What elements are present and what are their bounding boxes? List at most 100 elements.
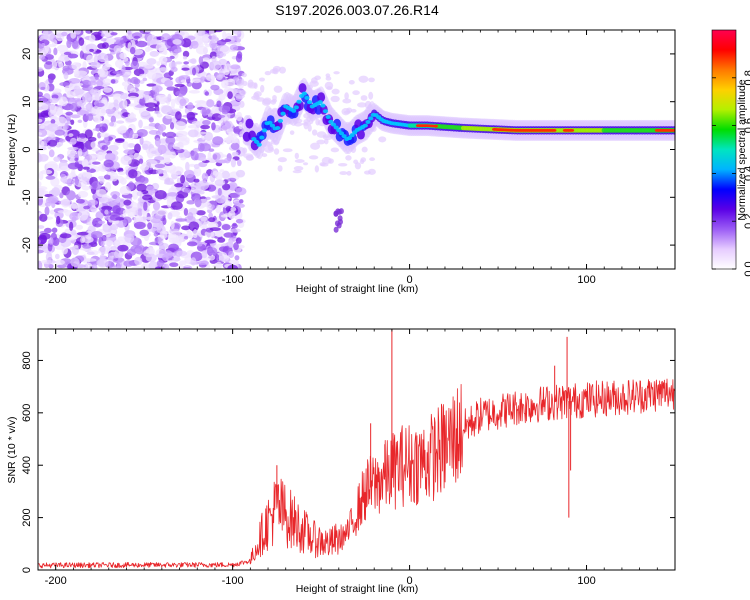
- noise-blob: [91, 161, 101, 165]
- transition-blob: [258, 77, 265, 82]
- noise-blob: [204, 230, 215, 238]
- noise-blob: [103, 159, 114, 168]
- noise-blob: [211, 122, 216, 131]
- noise-blob: [88, 80, 97, 86]
- noise-blob: [181, 225, 191, 231]
- noise-blob: [230, 158, 237, 168]
- noise-blob: [169, 262, 179, 268]
- noise-blob: [113, 45, 122, 54]
- noise-blob: [57, 264, 67, 269]
- noise-blob: [128, 103, 137, 107]
- transition-blob: [239, 89, 247, 96]
- noise-blob: [164, 157, 171, 164]
- noise-blob: [203, 37, 210, 42]
- noise-blob: [182, 56, 188, 60]
- noise-blob: [211, 34, 218, 44]
- noise-blob: [130, 60, 140, 70]
- noise-blob: [238, 84, 244, 89]
- colorbar-tick-label: 0.0: [743, 261, 750, 276]
- noise-blob: [123, 73, 129, 82]
- noise-blob: [64, 122, 69, 130]
- noise-blob: [195, 45, 208, 55]
- noise-blob: [174, 121, 187, 131]
- noise-blob: [193, 163, 200, 170]
- noise-blob: [205, 74, 216, 82]
- noise-blob: [51, 187, 61, 197]
- noise-blob: [144, 93, 150, 102]
- noise-blob: [75, 264, 86, 269]
- noise-blob: [119, 185, 131, 196]
- transition-blob: [316, 139, 326, 145]
- colorbar-tick-label: 0.6: [743, 118, 750, 133]
- noise-blob: [179, 98, 187, 106]
- band-core: [253, 139, 260, 144]
- noise-blob: [71, 39, 79, 49]
- noise-blob: [75, 224, 84, 230]
- noise-blob: [176, 130, 188, 137]
- noise-blob: [232, 30, 242, 35]
- band-core: [280, 111, 286, 116]
- noise-blob: [130, 245, 143, 253]
- noise-blob: [162, 217, 167, 226]
- transition-blob: [360, 95, 368, 101]
- noise-blob: [94, 86, 105, 90]
- noise-blob: [123, 149, 135, 155]
- spectrogram-xtick-label: -200: [45, 274, 67, 286]
- noise-blob: [117, 171, 126, 176]
- noise-blob: [138, 95, 144, 100]
- noise-blob: [66, 190, 76, 201]
- noise-blob: [131, 189, 139, 200]
- noise-blob: [120, 177, 127, 185]
- colorbar-tick-label: 0.8: [743, 70, 750, 85]
- noise-blob: [193, 178, 200, 183]
- noise-blob: [117, 244, 129, 252]
- transition-blob: [264, 70, 272, 76]
- noise-blob: [146, 83, 157, 87]
- noise-blob: [86, 54, 94, 64]
- noise-blob: [139, 73, 147, 78]
- noise-blob: [127, 112, 137, 119]
- noise-blob: [99, 177, 105, 184]
- noise-blob: [140, 164, 150, 171]
- noise-blob: [112, 70, 123, 74]
- transition-blob: [319, 162, 326, 167]
- noise-blob: [206, 247, 218, 255]
- snr-xlabel: Height of straight line (km): [296, 583, 419, 595]
- noise-blob: [90, 141, 97, 149]
- transition-blob: [316, 131, 327, 138]
- noise-blob: [89, 34, 96, 43]
- noise-blob: [221, 223, 231, 231]
- band-core: [251, 136, 257, 141]
- noise-blob: [200, 216, 208, 222]
- transition-blob: [343, 110, 351, 114]
- noise-blob: [56, 60, 63, 64]
- noise-blob: [214, 253, 220, 263]
- noise-blob: [183, 187, 191, 194]
- noise-blob: [97, 220, 106, 225]
- noise-blob: [44, 30, 55, 40]
- transition-blob: [360, 157, 367, 163]
- noise-blob: [165, 135, 176, 145]
- band-core: [325, 114, 331, 119]
- noise-blob: [38, 171, 44, 181]
- noise-blob: [56, 215, 61, 225]
- noise-blob: [66, 178, 73, 187]
- noise-blob: [48, 75, 54, 84]
- noise-blob: [95, 211, 104, 220]
- noise-blob: [92, 116, 103, 123]
- noise-blob: [68, 82, 76, 90]
- noise-blob: [90, 88, 98, 95]
- noise-blob: [53, 47, 58, 56]
- noise-blob: [134, 143, 141, 154]
- noise-blob: [212, 152, 221, 161]
- noise-blob: [154, 163, 166, 169]
- noise-blob: [218, 246, 229, 252]
- transition-blob: [324, 81, 334, 90]
- noise-blob: [38, 154, 49, 162]
- noise-blob: [174, 83, 185, 88]
- noise-blob: [96, 106, 107, 117]
- noise-blob: [61, 246, 68, 255]
- noise-blob: [123, 84, 135, 92]
- noise-blob: [215, 206, 222, 214]
- noise-blob: [235, 78, 244, 86]
